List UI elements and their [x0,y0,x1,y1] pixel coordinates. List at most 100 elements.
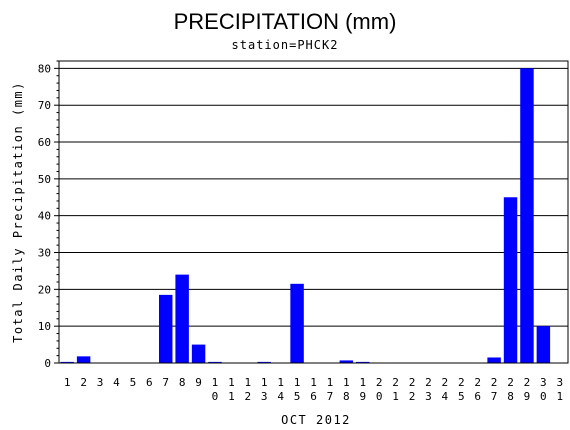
x-tick-label-char: 7 [327,390,334,403]
x-tick-label-char: 1 [277,376,284,389]
bar-day-8 [175,274,189,363]
x-tick-label-char: 2 [474,376,481,389]
bar-day-1 [60,361,74,363]
x-tick-label-char: 5 [130,376,137,389]
bar-day-19 [356,361,370,363]
x-tick-label: 22 [409,376,416,403]
x-tick-label-char: 3 [425,390,432,403]
bar-day-10 [208,361,222,363]
x-tick-label-char: 7 [491,390,498,403]
x-tick-label-char: 3 [261,390,268,403]
x-tick-label-char: 0 [212,390,219,403]
x-tick-label: 18 [343,376,350,403]
y-axis: 0 10 20 30 40 50 60 70 80 [38,60,59,370]
bar-day-9 [191,344,206,363]
x-tick-label-char: 1 [556,390,563,403]
x-tick-label-char: 2 [442,376,449,389]
bars [60,68,551,364]
x-tick-label: 10 [212,376,219,403]
x-axis-label: OCT 2012 [281,413,351,427]
y-tick-label: 50 [38,173,51,186]
x-tick-label: 26 [474,376,481,403]
x-tick-label: 27 [491,376,498,403]
x-tick-label: 21 [392,376,399,403]
y-tick-label: 0 [44,357,51,370]
chart-subtitle: station=PHCK2 [232,38,339,52]
x-tick-label: 14 [277,376,284,403]
x-tick-label: 16 [310,376,317,403]
x-tick-label-char: 2 [425,376,432,389]
x-tick-label-char: 6 [474,390,481,403]
x-tick-label-char: 2 [507,376,514,389]
x-tick-label-char: 6 [146,376,153,389]
x-tick-label-char: 1 [294,376,301,389]
x-tick-label-char: 5 [294,390,301,403]
x-tick-label: 30 [540,376,547,403]
x-tick-label-char: 4 [277,390,284,403]
x-tick-label: 29 [524,376,531,403]
x-tick-label: 20 [376,376,383,403]
bar-day-2 [76,356,91,363]
x-tick-label: 8 [179,376,186,389]
x-tick-label: 2 [80,376,87,389]
x-tick-label-char: 1 [310,376,317,389]
y-tick-label: 30 [38,247,51,260]
chart-title: PRECIPITATION (mm) [174,9,397,34]
y-axis-label: Total Daily Precipitation (mm) [11,81,25,343]
x-tick-label: 4 [113,376,120,389]
x-tick-label: 28 [507,376,514,403]
x-tick-label-char: 1 [64,376,71,389]
bar-day-15 [290,283,304,363]
x-tick-label-char: 1 [212,376,219,389]
x-tick-label-char: 2 [376,376,383,389]
bar-day-27 [487,357,501,363]
x-tick-label-char: 2 [524,376,531,389]
x-tick-label-char: 1 [327,376,334,389]
x-tick-label-char: 2 [458,376,465,389]
x-tick-label-char: 8 [343,390,350,403]
x-tick-label: 31 [556,376,563,403]
plot-frame [58,60,569,364]
x-tick-label-char: 2 [80,376,87,389]
grid-lines [59,67,568,327]
x-tick-label: 13 [261,376,268,403]
x-tick-label-char: 1 [359,376,366,389]
y-tick-label: 80 [38,62,51,75]
x-tick-label-char: 4 [113,376,120,389]
x-tick-label: 17 [327,376,334,403]
bar-day-13 [257,361,271,363]
bar-day-29 [520,68,534,364]
x-tick-label-char: 2 [409,376,416,389]
x-tick-label-char: 9 [359,390,366,403]
x-tick-label-char: 0 [376,390,383,403]
x-tick-label: 11 [228,376,235,403]
x-tick-label-char: 9 [524,390,531,403]
y-tick-label: 40 [38,210,51,223]
x-tick-label: 12 [245,376,252,403]
x-tick-label-char: 1 [392,390,399,403]
x-tick-label-char: 3 [556,376,563,389]
x-tick-label: 9 [195,376,202,389]
x-tick-label-char: 7 [162,376,169,389]
x-tick-label-char: 1 [343,376,350,389]
bar-day-28 [503,197,518,363]
y-tick-label: 20 [38,283,51,296]
x-tick-label-char: 9 [195,376,202,389]
x-tick-label-char: 2 [491,376,498,389]
x-tick-label-char: 3 [97,376,104,389]
x-tick-label-char: 0 [540,390,547,403]
y-tick-label: 60 [38,136,51,149]
x-tick-label: 6 [146,376,153,389]
y-tick-label: 10 [38,320,51,333]
bar-day-18 [339,360,354,363]
x-tick-label-char: 8 [179,376,186,389]
x-tick-label-char: 5 [458,390,465,403]
x-tick-label-char: 2 [409,390,416,403]
x-tick-label-char: 1 [245,376,252,389]
bar-day-7 [158,294,173,363]
x-tick-label-char: 1 [228,390,235,403]
x-tick-label-char: 1 [261,376,268,389]
x-tick-label: 19 [359,376,366,403]
x-tick-label: 23 [425,376,432,403]
